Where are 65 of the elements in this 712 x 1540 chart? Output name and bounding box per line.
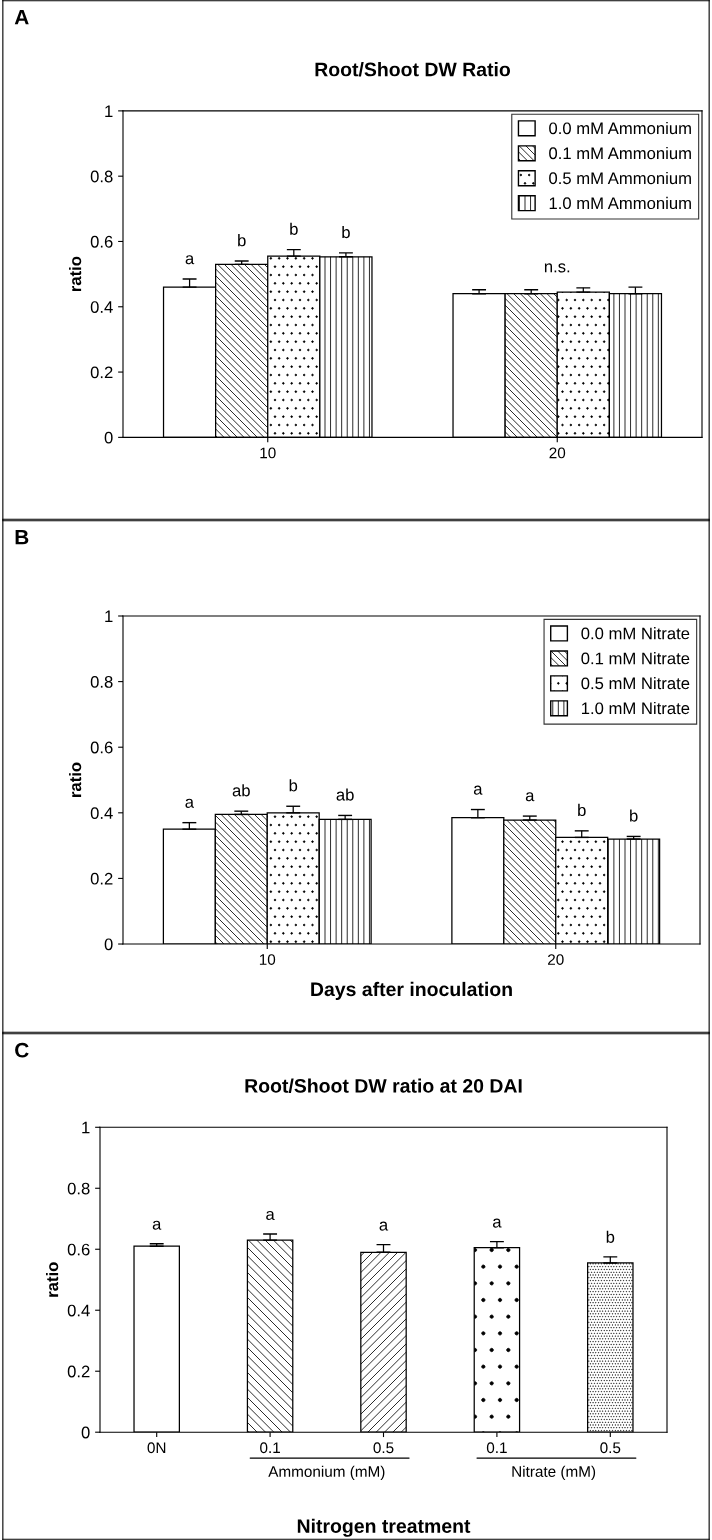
text: Ammonium (mM)	[268, 1465, 385, 1480]
x-tick-label: 20	[548, 954, 564, 965]
y-axis-title: ratio	[69, 762, 82, 797]
data-label: a	[152, 1220, 162, 1230]
data-label: a	[473, 785, 483, 795]
legend-label: 0.5 mM Nitrate	[581, 677, 690, 690]
data-label: a	[525, 792, 535, 802]
legend-label: 1.0 mM Ammonium	[549, 196, 691, 210]
data-label: ab	[336, 788, 354, 801]
x-tick-label: 10	[260, 447, 276, 459]
y-tick-label: 0.2	[90, 366, 113, 379]
data-label: a	[379, 1221, 389, 1231]
y-tick-label: 0	[81, 1426, 90, 1439]
data-label: a	[266, 1210, 275, 1221]
data-label: b	[578, 803, 586, 817]
y-tick-label: 0.8	[90, 170, 113, 183]
data-label: b	[238, 234, 246, 247]
data-label: a	[492, 1218, 502, 1228]
data-label: b	[630, 809, 638, 822]
annotation: n.s.	[544, 263, 570, 273]
chart-title: Root/Shoot DW ratio at 20 DAI	[245, 1078, 522, 1093]
y-tick-label: 0.8	[67, 1182, 90, 1195]
legend-label: 0.1 mM Ammonium	[549, 146, 691, 160]
legend-label: 0.0 mM Nitrate	[581, 627, 690, 640]
text: C	[15, 1042, 29, 1058]
y-tick-label: 0.4	[90, 301, 113, 313]
y-axis-title: ratio	[46, 1262, 59, 1297]
y-tick-label: 1	[105, 105, 113, 117]
legend-label: 1.0 mM Nitrate	[581, 701, 690, 715]
text: Nitrate (mM)	[512, 1465, 596, 1480]
data-label: b	[342, 225, 350, 239]
data-label: b	[606, 1230, 615, 1243]
legend-label: 0.5 mM Ammonium	[549, 171, 691, 185]
y-tick-label: 0.6	[90, 235, 113, 248]
data-label: a	[185, 798, 194, 808]
legend-label: 0.1 mM Nitrate	[581, 652, 690, 665]
data-label: b	[290, 222, 298, 235]
y-tick-label: 0.2	[67, 1365, 90, 1378]
y-tick-label: 0	[104, 431, 113, 444]
x-axis-title: Nitrogen treatment	[297, 1518, 471, 1537]
text: A	[14, 10, 29, 25]
text: B	[15, 530, 29, 545]
y-tick-label: 0.2	[90, 872, 113, 885]
x-tick-label: 20	[549, 447, 566, 459]
y-tick-label: 0	[104, 938, 113, 951]
y-tick-label: 0.6	[67, 1243, 90, 1256]
legend-label: 0.0 mM Ammonium	[549, 121, 691, 135]
x-tick-label: 10	[259, 954, 276, 965]
y-tick-label: 1	[82, 1121, 90, 1134]
y-tick-label: 1	[105, 610, 113, 623]
y-axis-title: ratio	[69, 256, 82, 292]
x-tick-label: 0N	[147, 1442, 166, 1454]
y-tick-label: 0.6	[90, 741, 113, 754]
chart-title: Root/Shoot DW Ratio	[315, 62, 511, 77]
x-axis-title: Days after inoculation	[311, 981, 512, 1000]
y-tick-label: 0.4	[67, 1304, 90, 1317]
y-tick-label: 0.4	[90, 807, 113, 820]
x-tick-label: 0.1	[260, 1442, 280, 1454]
x-tick-label: 0.1	[486, 1442, 507, 1454]
y-tick-label: 0.8	[90, 676, 113, 688]
x-tick-label: 0.5	[600, 1442, 621, 1454]
data-label: ab	[232, 784, 250, 797]
x-tick-label: 0.5	[373, 1442, 394, 1454]
data-label: a	[185, 255, 195, 265]
data-label: b	[289, 779, 298, 792]
